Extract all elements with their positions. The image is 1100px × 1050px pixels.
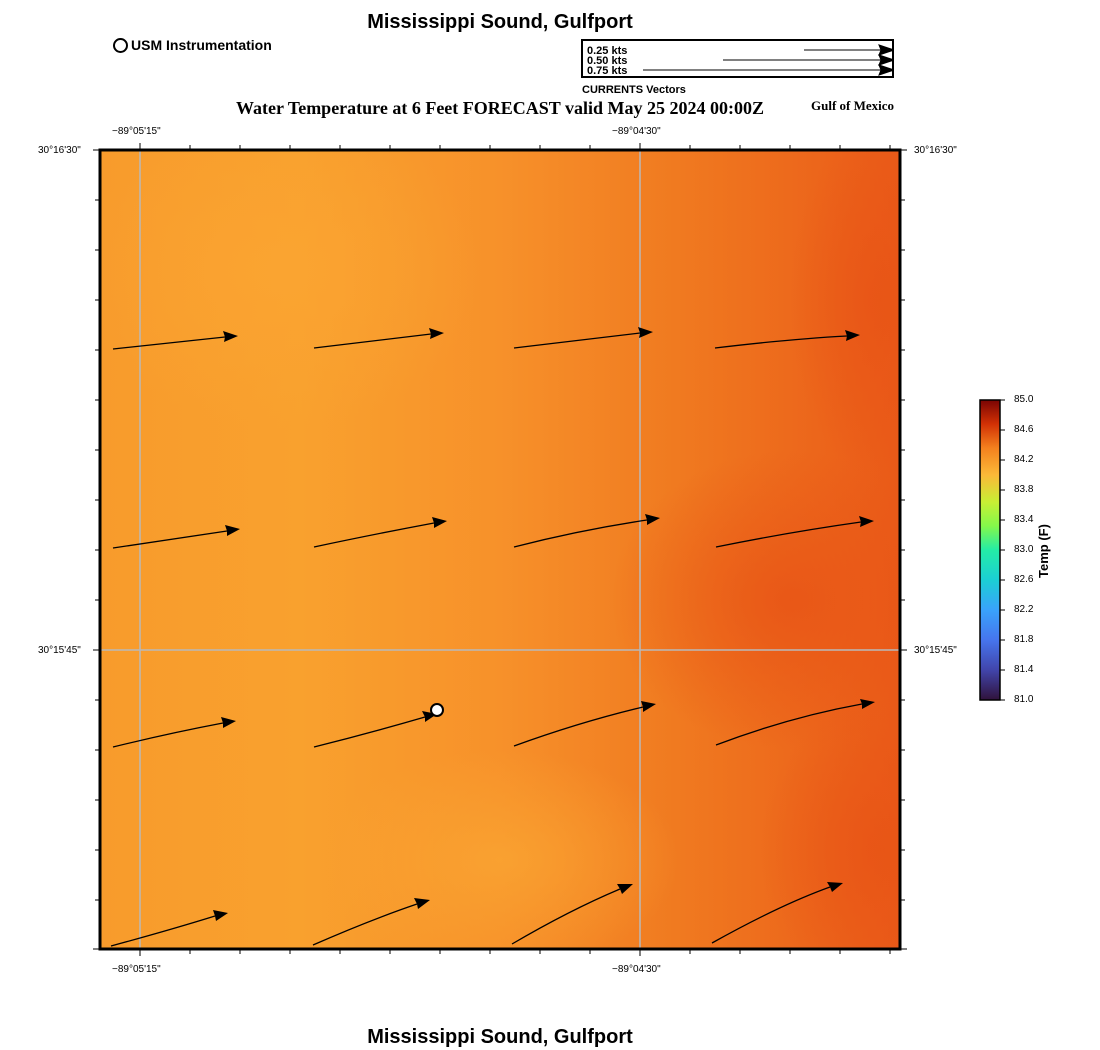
usm-station-marker[interactable] [430, 703, 444, 717]
current-vector-icon [711, 886, 831, 944]
arrowhead-icon [878, 54, 892, 66]
colorbar-label: 81.8 [1014, 634, 1034, 645]
cool-patch [320, 750, 680, 949]
arrowhead-icon [845, 330, 860, 341]
arrowhead-icon [223, 331, 238, 342]
arrowhead-icon [860, 699, 875, 709]
current-vector-icon [313, 716, 426, 748]
arrowhead-icon [859, 516, 874, 527]
arrowhead-icon [878, 64, 892, 76]
arrowhead-icon [432, 517, 447, 528]
footer-title: Mississippi Sound, Gulfport [367, 1026, 633, 1048]
colorbar-label: 82.2 [1014, 604, 1034, 615]
colorbar-label: 83.0 [1014, 544, 1034, 555]
region-label: Gulf of Mexico [811, 98, 895, 113]
vector-legend-caption: CURRENTS Vectors [582, 84, 686, 96]
arrowhead-icon [827, 882, 843, 892]
warm-patch [760, 700, 900, 949]
current-vector-icon [313, 333, 432, 349]
colorbar-label: 82.6 [1014, 574, 1034, 585]
colorbar-label: 84.6 [1014, 424, 1034, 435]
map-title: Mississippi Sound, Gulfport [367, 11, 633, 33]
colorbar-label: 84.2 [1014, 454, 1034, 465]
current-vector-icon [513, 332, 641, 349]
station-marker-icon [113, 37, 128, 53]
current-vector-icon [112, 722, 224, 748]
usm-legend-label: USM Instrumentation [131, 37, 272, 53]
colorbar [979, 399, 1001, 701]
usm-legend: USM Instrumentation [113, 37, 272, 53]
current-vector-icon [511, 888, 621, 945]
vector-legend-label: 0.25 kts [587, 45, 628, 57]
current-vector-icon [715, 703, 863, 746]
arrowhead-icon [414, 898, 430, 909]
cool-patch [100, 150, 480, 430]
arrowhead-icon [225, 525, 240, 536]
lat-tick-label: 30°16'30" [38, 145, 81, 156]
lon-tick-label: −89°05'15" [112, 964, 161, 975]
current-vector-icon [112, 530, 228, 549]
vector-legend-label: 0.50 kts [587, 55, 628, 67]
colorbar-label: 81.0 [1014, 694, 1034, 705]
colorbar-label: 83.4 [1014, 514, 1034, 525]
arrowhead-icon [429, 328, 444, 339]
arrowhead-icon [221, 717, 236, 728]
colorbar-ticks [1000, 399, 1005, 701]
arrowhead-icon [641, 701, 656, 712]
forecast-title: Water Temperature at 6 Feet FORECAST val… [236, 98, 764, 118]
current-vector-icon [110, 915, 216, 947]
lat-tick-label: 30°16'30" [914, 145, 957, 156]
colorbar-label: 81.4 [1014, 664, 1034, 675]
lat-tick-label: 30°15'45" [38, 645, 81, 656]
map-frame [98, 148, 902, 951]
current-vector-icon [714, 335, 848, 349]
lon-tick-label: −89°05'15" [112, 126, 161, 137]
current-vector-icon [312, 903, 418, 946]
lon-tick-label: −89°04'30" [612, 964, 661, 975]
arrowhead-icon [213, 910, 228, 921]
current-vector-icon [313, 522, 435, 548]
vector-legend-label: 0.75 kts [587, 65, 628, 77]
colorbar-label: 83.8 [1014, 484, 1034, 495]
warm-patch [790, 150, 900, 480]
current-vector-icon [513, 706, 644, 747]
arrowhead-icon [878, 44, 892, 56]
vector-legend-arrows [643, 44, 892, 76]
lat-tick-label: 30°15'45" [914, 645, 957, 656]
arrowhead-icon [638, 327, 653, 338]
colorbar-label: 85.0 [1014, 394, 1034, 405]
warm-patch [610, 450, 900, 750]
arrowhead-icon [617, 884, 633, 894]
current-vectors [110, 332, 863, 947]
current-vector-icon [112, 336, 226, 350]
arrowhead-icon [645, 514, 660, 525]
colorbar-title: Temp (F) [1036, 524, 1051, 578]
graticule [100, 150, 900, 949]
current-vector-icon [513, 519, 648, 548]
lon-tick-label: −89°04'30" [612, 126, 661, 137]
current-arrowheads [213, 327, 875, 921]
current-vector-icon [715, 521, 862, 548]
current-vector-legend: 0.25 kts 0.50 kts 0.75 kts [581, 39, 894, 78]
